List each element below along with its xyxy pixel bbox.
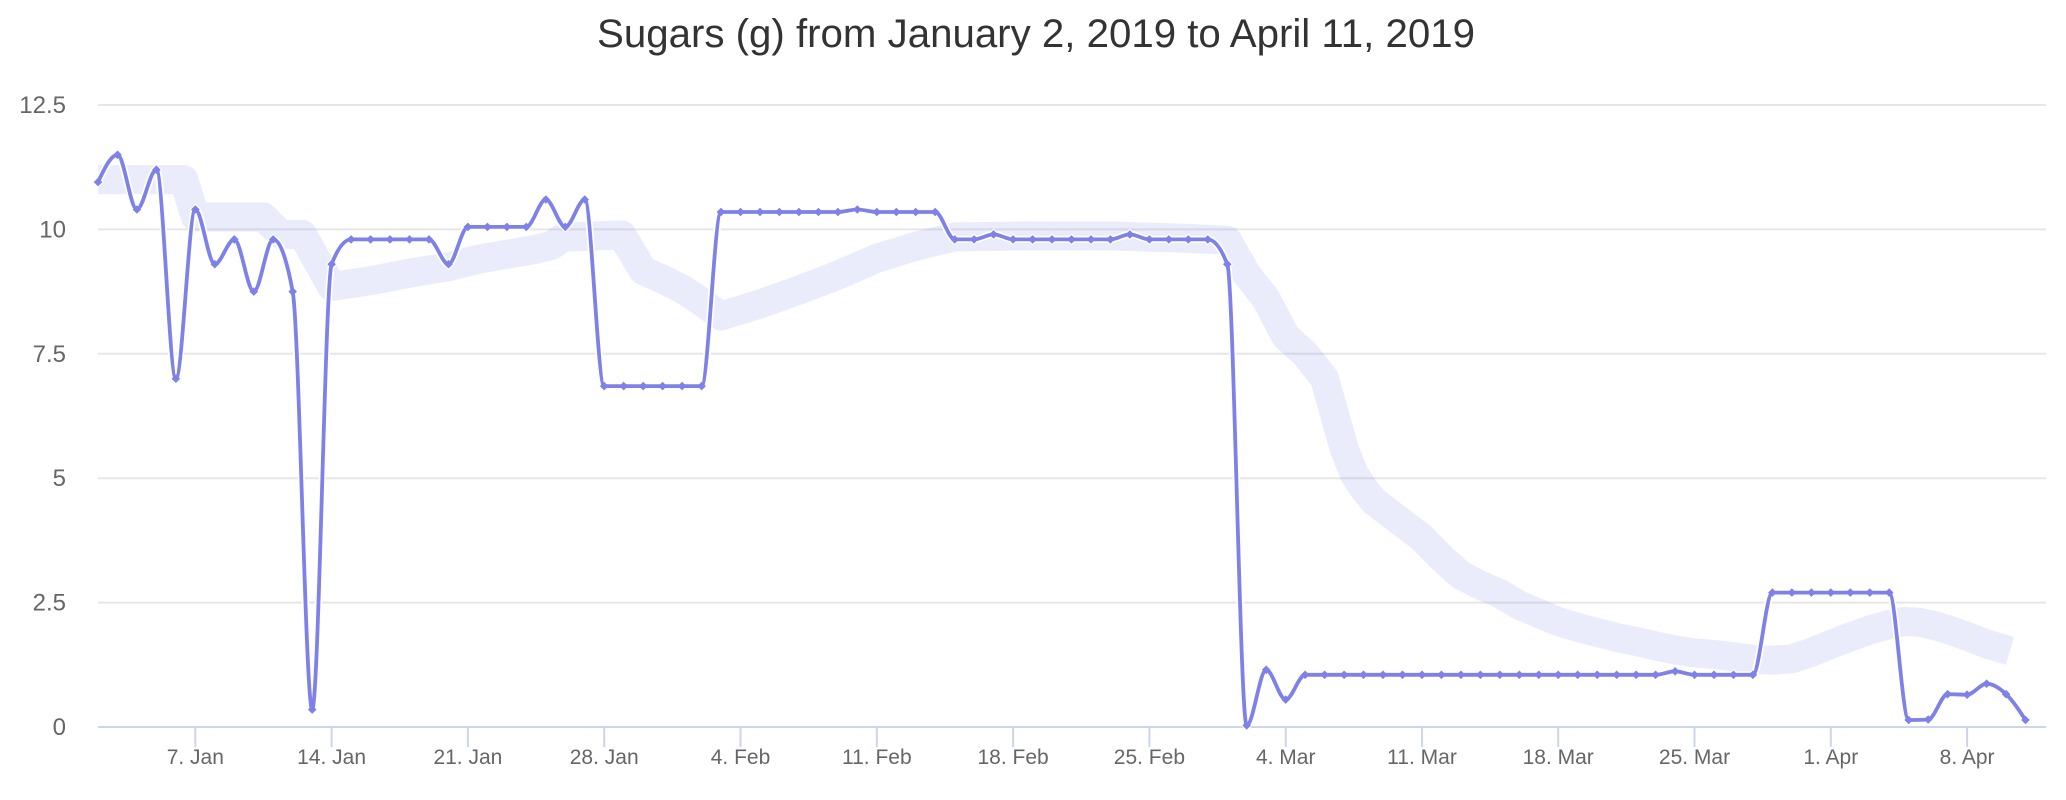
svg-text:10: 10 [39, 216, 66, 243]
svg-text:7.5: 7.5 [33, 341, 66, 368]
svg-text:4. Feb: 4. Feb [711, 746, 771, 769]
svg-text:14. Jan: 14. Jan [297, 746, 366, 769]
svg-text:2.5: 2.5 [33, 590, 66, 617]
svg-text:25. Feb: 25. Feb [1114, 746, 1185, 769]
svg-text:25. Mar: 25. Mar [1659, 746, 1730, 769]
svg-text:0: 0 [53, 714, 66, 741]
svg-text:7. Jan: 7. Jan [167, 746, 224, 769]
svg-text:28. Jan: 28. Jan [570, 746, 639, 769]
svg-text:1. Apr: 1. Apr [1803, 746, 1858, 769]
svg-text:8. Apr: 8. Apr [1940, 746, 1995, 769]
svg-text:11. Feb: 11. Feb [842, 746, 912, 769]
svg-text:21. Jan: 21. Jan [433, 746, 502, 769]
svg-text:4. Mar: 4. Mar [1256, 746, 1316, 769]
svg-text:Sugars (g) from January 2, 201: Sugars (g) from January 2, 2019 to April… [597, 12, 1475, 56]
svg-text:5: 5 [53, 465, 66, 492]
svg-text:18. Mar: 18. Mar [1523, 746, 1594, 769]
svg-text:12.5: 12.5 [19, 92, 66, 119]
svg-text:11. Mar: 11. Mar [1387, 746, 1457, 769]
svg-text:18. Feb: 18. Feb [977, 746, 1048, 769]
